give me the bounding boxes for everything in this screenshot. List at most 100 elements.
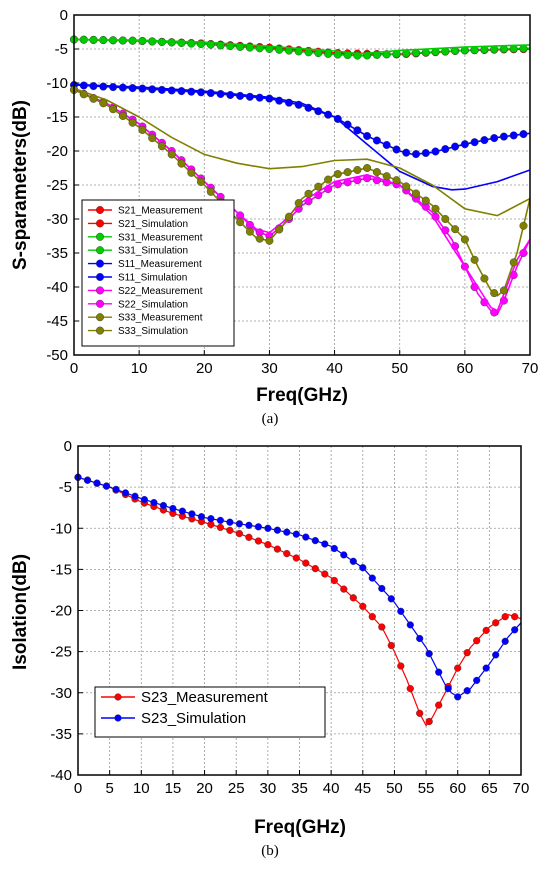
legend-marker <box>95 286 104 295</box>
data-point <box>501 613 509 621</box>
data-point <box>109 105 118 114</box>
data-point <box>157 38 166 47</box>
data-point <box>273 526 282 534</box>
x-tick-label: 70 <box>522 360 539 377</box>
legend-a: S21_Measurement S21_Simulation S31_Measure… <box>81 199 235 347</box>
data-point <box>216 89 225 98</box>
y-tick-label: -45 <box>46 313 68 330</box>
data-point <box>140 496 149 504</box>
data-point <box>490 289 499 298</box>
data-point <box>412 189 421 198</box>
data-point <box>245 227 254 236</box>
data-point <box>416 709 424 717</box>
legend-entry-label: S22_Measurement <box>118 286 203 297</box>
y-tick-label: -35 <box>46 245 68 262</box>
data-point <box>480 274 489 283</box>
x-tick-label: 0 <box>74 780 82 797</box>
data-point <box>499 132 508 141</box>
data-point <box>311 536 319 545</box>
data-point <box>148 134 157 143</box>
data-point <box>245 533 253 541</box>
legend-entry-label: S33_Measurement <box>118 313 203 324</box>
data-point <box>255 234 264 243</box>
data-point <box>138 84 147 93</box>
data-point <box>121 489 130 497</box>
data-point <box>392 176 401 185</box>
data-point <box>470 138 479 147</box>
x-tick-label: 50 <box>386 780 403 797</box>
data-point <box>470 255 479 264</box>
data-point <box>435 668 443 676</box>
data-point <box>226 526 234 535</box>
data-point <box>99 82 108 91</box>
legend-entry-label: S33_Simulation <box>118 326 188 337</box>
x-tick-label: 35 <box>291 780 308 797</box>
series-s23-measurement <box>74 473 522 727</box>
series-line <box>73 83 531 191</box>
data-point <box>387 595 395 603</box>
data-point <box>102 482 111 490</box>
legend-marker <box>95 205 104 214</box>
data-point <box>254 537 263 545</box>
legend-entry-label: S31_Simulation <box>118 246 188 257</box>
data-point <box>177 39 186 48</box>
data-point <box>340 551 348 559</box>
series-s22-simulation <box>73 89 531 312</box>
data-point <box>349 557 357 565</box>
data-point <box>206 187 215 196</box>
data-point <box>321 540 329 548</box>
x-tick-label: 25 <box>228 780 245 797</box>
data-point <box>294 47 303 56</box>
legend-marker <box>95 299 104 308</box>
x-tick-label: 30 <box>261 360 278 377</box>
data-point <box>451 142 460 151</box>
y-tick-label: -25 <box>46 177 68 194</box>
y-axis-label-b: Isolation(dB) <box>10 554 31 670</box>
data-point <box>157 142 166 151</box>
y-tick-label: -35 <box>50 726 72 743</box>
data-point <box>292 530 300 538</box>
data-point <box>128 84 137 93</box>
y-tick-label: -50 <box>46 347 68 364</box>
data-point <box>150 499 158 507</box>
data-point <box>519 221 528 230</box>
data-point <box>463 687 471 695</box>
caption-a: (a) <box>262 411 279 427</box>
data-point <box>482 626 490 635</box>
data-point <box>490 134 499 143</box>
data-point <box>196 88 205 97</box>
legend-marker <box>95 273 104 282</box>
data-point <box>99 99 108 108</box>
x-tick-label: 60 <box>449 780 466 797</box>
x-tick-label: 30 <box>260 780 277 797</box>
data-point <box>454 664 462 672</box>
data-point <box>421 148 430 157</box>
data-point <box>382 50 391 59</box>
data-point <box>425 650 433 658</box>
chart-a: 0 10 20 30 40 50 60 70 0 -5 -10 -15 -20 -25 -30 -35 -40 -… <box>10 7 538 427</box>
legend-marker <box>95 326 104 335</box>
y-tick-label: -30 <box>50 685 72 702</box>
x-axis-label-b: Freq(GHz) <box>254 817 346 838</box>
data-point <box>454 693 462 701</box>
data-point <box>109 83 118 92</box>
data-point <box>382 140 391 149</box>
data-point <box>492 651 500 659</box>
x-tick-label: 10 <box>131 360 148 377</box>
data-point <box>187 168 196 177</box>
data-point <box>363 163 372 172</box>
data-point <box>167 150 176 159</box>
data-point <box>372 168 381 177</box>
data-point <box>207 515 215 523</box>
data-point <box>406 684 414 693</box>
data-point <box>167 86 176 95</box>
data-point <box>177 87 186 96</box>
data-point <box>128 118 137 127</box>
x-tick-label: 45 <box>354 780 371 797</box>
series-group-a <box>69 35 531 317</box>
data-point <box>245 521 253 529</box>
legend-entry-label: S21_Measurement <box>118 206 203 217</box>
data-point <box>382 172 391 181</box>
series-s31-simulation <box>73 38 531 55</box>
